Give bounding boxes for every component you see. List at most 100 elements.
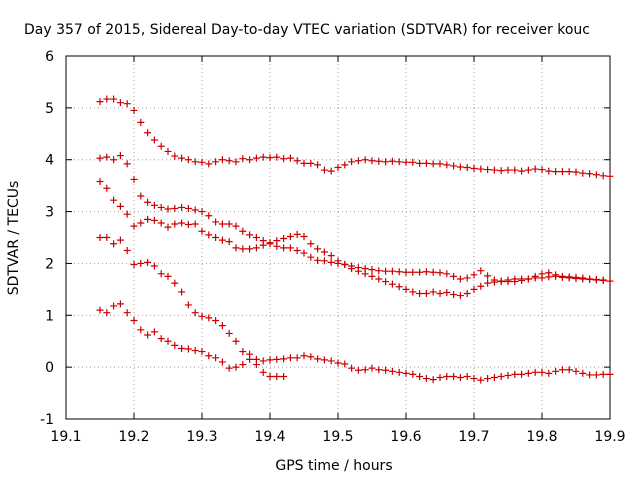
data-point <box>375 267 383 275</box>
data-point <box>164 223 172 231</box>
data-point <box>538 274 546 282</box>
data-point <box>484 279 492 287</box>
data-point <box>456 292 464 300</box>
data-point <box>239 348 247 356</box>
data-point <box>586 275 594 283</box>
data-point <box>402 285 410 293</box>
data-point <box>232 244 240 252</box>
data-point <box>130 316 138 324</box>
data-point <box>171 279 179 287</box>
data-point <box>252 154 260 162</box>
data-point <box>348 158 356 166</box>
data-point <box>212 234 220 241</box>
data-point <box>470 271 478 279</box>
data-point <box>599 370 607 378</box>
data-point <box>212 158 220 166</box>
data-point <box>218 236 226 244</box>
data-point <box>96 177 104 185</box>
data-point <box>157 270 165 278</box>
data-point <box>225 157 233 165</box>
data-point <box>314 256 322 264</box>
data-point <box>164 337 172 345</box>
data-point <box>341 360 349 368</box>
tick-labels: 19.1 19.2 19.3 19.4 19.5 19.6 19.7 19.8 19.9 -1 0 1… <box>40 49 626 445</box>
data-point <box>531 165 539 173</box>
data-point <box>150 136 158 144</box>
data-point <box>178 219 186 227</box>
data-point <box>395 368 403 376</box>
data-point <box>388 280 396 288</box>
data-point <box>334 257 342 265</box>
data-point <box>232 222 240 230</box>
data-point <box>307 240 315 248</box>
series-S3 <box>96 177 614 300</box>
data-point <box>368 364 376 372</box>
data-point <box>280 372 288 380</box>
data-point <box>382 158 390 166</box>
data-point <box>368 266 376 274</box>
data-point <box>286 154 294 162</box>
data-point <box>477 376 485 384</box>
data-point <box>150 201 158 209</box>
data-point <box>273 372 281 380</box>
data-point <box>246 156 254 164</box>
data-point <box>171 220 179 228</box>
data-point <box>191 309 199 317</box>
data-point <box>212 218 220 226</box>
data-point <box>409 158 417 166</box>
data-point <box>286 244 294 252</box>
data-point <box>361 270 369 278</box>
data-point <box>252 355 260 363</box>
data-point <box>348 265 356 273</box>
data-point <box>123 210 131 218</box>
x-tick-label: 19.6 <box>390 429 421 445</box>
series-S5 <box>96 300 614 384</box>
data-point <box>225 364 233 372</box>
data-point <box>116 300 124 308</box>
data-point <box>395 283 403 291</box>
y-tick-label: 1 <box>45 308 54 324</box>
data-point <box>368 157 376 165</box>
x-tick-label: 19.7 <box>458 429 489 445</box>
data-point <box>552 272 560 280</box>
data-point <box>225 329 233 337</box>
data-point <box>171 341 179 349</box>
axes <box>65 55 611 420</box>
data-point <box>130 106 138 114</box>
data-point <box>103 309 111 317</box>
data-point <box>116 202 124 210</box>
data-point <box>178 344 186 352</box>
data-point <box>416 372 424 380</box>
y-tick-label: 4 <box>45 153 54 169</box>
data-point <box>280 155 288 163</box>
data-point <box>354 157 362 165</box>
data-point <box>504 166 512 174</box>
data-point <box>524 369 532 377</box>
data-point <box>252 244 260 252</box>
data-point <box>266 154 274 162</box>
data-point <box>266 356 274 364</box>
data-point <box>225 238 233 246</box>
data-point <box>477 267 485 275</box>
data-point <box>497 372 505 380</box>
data-point <box>375 275 383 283</box>
data-point <box>280 235 288 243</box>
data-point <box>157 203 165 211</box>
data-point <box>592 276 600 284</box>
data-point <box>171 204 179 212</box>
data-point <box>422 290 430 298</box>
data-point <box>490 374 498 382</box>
data-point <box>572 273 580 281</box>
data-point <box>586 170 594 178</box>
data-point <box>565 366 573 374</box>
data-point <box>490 166 498 174</box>
data-point <box>443 161 451 169</box>
data-point <box>552 168 560 176</box>
data-point <box>218 220 226 228</box>
data-point <box>518 275 526 283</box>
data-point <box>531 368 539 376</box>
data-point <box>524 166 532 174</box>
data-point <box>388 157 396 165</box>
data-point <box>450 162 458 170</box>
